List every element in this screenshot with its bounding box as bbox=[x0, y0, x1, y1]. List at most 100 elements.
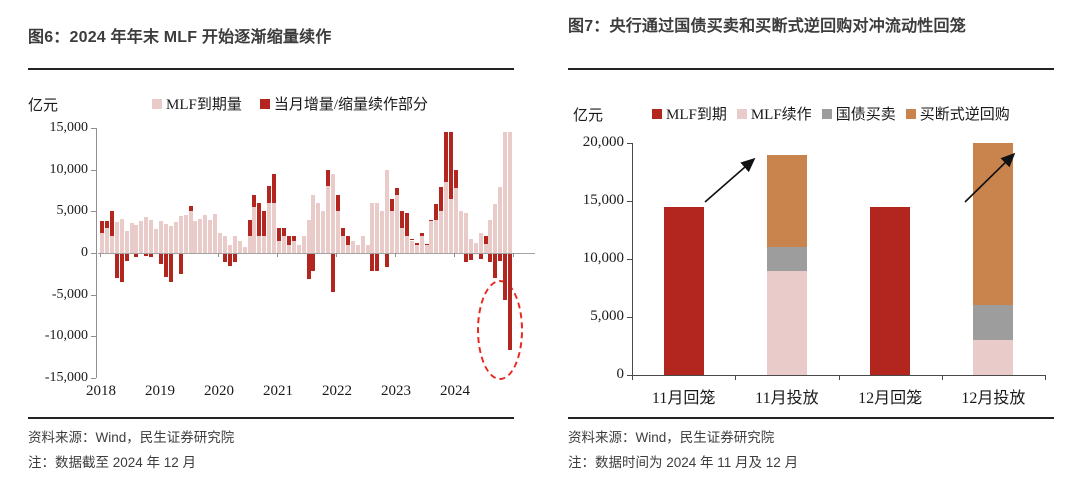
bar-net-increase bbox=[409, 238, 414, 241]
bar-mlf-maturity bbox=[360, 236, 365, 253]
bar-mlf-maturity bbox=[478, 233, 483, 253]
bar-net-decrease bbox=[178, 254, 183, 274]
bar-mlf-maturity bbox=[355, 244, 360, 253]
bar-mlf-maturity bbox=[345, 244, 350, 253]
figure7-title: 图7：央行通过国债买卖和买断式逆回购对冲流动性回笼 bbox=[568, 18, 966, 35]
bar-net-decrease bbox=[227, 254, 232, 266]
bar-mlf-maturity bbox=[237, 241, 242, 253]
bar-net-decrease bbox=[119, 254, 124, 282]
category-label: 11月投放 bbox=[755, 390, 819, 407]
figure7-footer-rule bbox=[568, 417, 1054, 419]
y-tick-label: -15,000 bbox=[44, 370, 88, 385]
bar-mlf-maturity bbox=[458, 211, 463, 253]
x-tick-mark bbox=[395, 253, 396, 257]
y-tick-mark bbox=[91, 253, 96, 254]
x-tick-mark bbox=[735, 375, 737, 380]
bar-mlf-maturity bbox=[208, 219, 213, 253]
bar-mlf-maturity bbox=[104, 228, 109, 253]
y-tick-label: 5,000 bbox=[56, 203, 89, 219]
bar-mlf-maturity bbox=[424, 244, 429, 253]
bar-mlf-maturity bbox=[434, 219, 439, 253]
bar-mlf-maturity bbox=[119, 218, 124, 253]
bar-net-decrease bbox=[478, 254, 483, 259]
bar-net-increase bbox=[395, 188, 399, 195]
bar-mlf-maturity bbox=[419, 236, 424, 253]
x-tick-mark bbox=[1045, 375, 1046, 380]
y-tick-mark bbox=[91, 169, 96, 171]
bar-net-decrease bbox=[232, 254, 237, 263]
legend-entry-mlf-due: MLF到期 bbox=[652, 103, 727, 124]
y-tick-mark bbox=[627, 143, 632, 144]
y-tick-label: 20,000 bbox=[582, 134, 624, 150]
bar-mlf-maturity bbox=[183, 214, 188, 253]
stack-segment-MLF续作 bbox=[766, 270, 807, 375]
bar-mlf-maturity bbox=[114, 222, 119, 253]
bar-mlf-maturity bbox=[316, 203, 321, 253]
bar-net-decrease bbox=[124, 254, 129, 261]
bar-mlf-maturity bbox=[139, 221, 144, 253]
bar-mlf-maturity bbox=[321, 211, 326, 253]
bar-mlf-maturity bbox=[188, 211, 193, 253]
bar-mlf-maturity bbox=[247, 236, 252, 253]
bar-mlf-maturity bbox=[449, 198, 454, 253]
stack-segment-MLF到期 bbox=[870, 206, 911, 375]
bar-mlf-maturity bbox=[463, 212, 468, 253]
y-tick-mark bbox=[91, 378, 96, 379]
bar-net-decrease bbox=[134, 254, 139, 257]
x-tick-mark bbox=[218, 253, 219, 257]
legend-label-net-rollover: 当月增量/缩量续作部分 bbox=[273, 97, 429, 113]
bar-net-increase bbox=[414, 242, 419, 245]
figure7-y-axis bbox=[632, 143, 633, 375]
y-tick-label: 5,000 bbox=[590, 308, 624, 324]
bar-mlf-maturity bbox=[198, 218, 203, 253]
figure7-panel: 图7：央行通过国债买卖和买断式逆回购对冲流动性回笼 亿元 MLF到期 MLF续作… bbox=[540, 0, 1080, 484]
bar-net-decrease bbox=[498, 254, 503, 262]
x-year-label: 2023 bbox=[381, 383, 411, 399]
bar-mlf-maturity bbox=[331, 173, 336, 253]
bar-mlf-maturity bbox=[252, 207, 257, 253]
bar-mlf-maturity bbox=[203, 214, 208, 253]
x-tick-mark bbox=[100, 253, 101, 257]
bar-mlf-maturity bbox=[222, 236, 227, 253]
bar-mlf-maturity bbox=[154, 228, 159, 253]
bar-mlf-maturity bbox=[444, 182, 449, 253]
bar-mlf-maturity bbox=[498, 187, 503, 253]
figure6-plot-area bbox=[98, 128, 535, 380]
bar-mlf-maturity bbox=[134, 224, 139, 253]
bar-net-decrease bbox=[159, 254, 163, 264]
bar-mlf-maturity bbox=[227, 244, 232, 253]
bar-mlf-maturity bbox=[365, 244, 370, 253]
x-year-label: 2021 bbox=[263, 383, 293, 399]
bar-net-increase bbox=[326, 169, 331, 187]
bar-net-decrease bbox=[163, 254, 168, 277]
bar-mlf-maturity bbox=[340, 236, 345, 253]
bar-net-decrease bbox=[144, 254, 149, 256]
bar-net-decrease bbox=[468, 254, 473, 260]
bar-net-increase bbox=[272, 173, 277, 203]
increase-arrows bbox=[704, 152, 1016, 203]
bar-mlf-maturity bbox=[144, 217, 149, 253]
figure6-zero-line bbox=[98, 253, 535, 254]
stack-segment-MLF续作 bbox=[973, 340, 1014, 375]
figure6-note: 注：数据截至 2024 年 12 月 bbox=[28, 455, 197, 470]
x-tick-mark bbox=[838, 375, 840, 380]
y-tick-mark bbox=[91, 336, 96, 338]
bar-net-increase bbox=[277, 228, 281, 241]
bar-net-increase bbox=[104, 220, 109, 228]
figure6-source: 资料来源：Wind，民生证券研究院 bbox=[28, 430, 235, 445]
x-tick-mark bbox=[277, 253, 278, 257]
bar-mlf-maturity bbox=[262, 236, 267, 253]
bar-mlf-maturity bbox=[311, 194, 316, 253]
bar-mlf-maturity bbox=[242, 247, 247, 253]
bar-net-increase bbox=[252, 194, 257, 208]
figure6-unit-label: 亿元 bbox=[28, 98, 59, 114]
bar-mlf-maturity bbox=[178, 216, 183, 253]
figure6-title: 图6：2024 年年末 MLF 开始逐渐缩量续作 bbox=[28, 29, 332, 46]
bar-net-decrease bbox=[149, 254, 154, 258]
bar-net-increase bbox=[109, 210, 114, 237]
y-tick-label: 15,000 bbox=[49, 120, 89, 135]
bar-mlf-maturity bbox=[267, 203, 272, 253]
bar-mlf-maturity bbox=[109, 236, 114, 253]
stack-segment-买断式逆回购 bbox=[973, 143, 1014, 306]
legend-entry-mlf-renew: MLF续作 bbox=[736, 103, 812, 124]
